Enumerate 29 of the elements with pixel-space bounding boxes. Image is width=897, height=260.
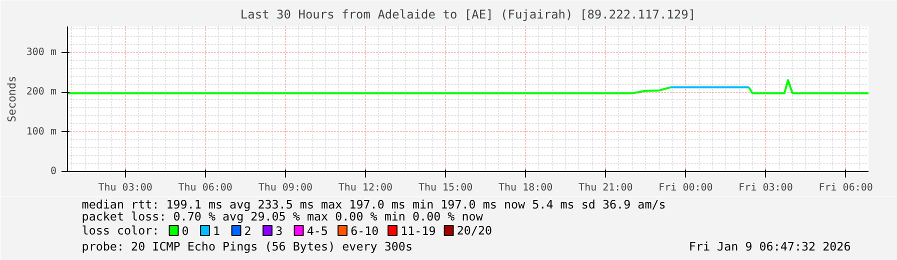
x-tick-label: Thu 21:00 [578, 182, 633, 194]
x-tick-label: Thu 18:00 [498, 182, 553, 194]
x-tick-label: Fri 06:00 [818, 182, 873, 194]
y-tick-label: 300 m [26, 46, 57, 58]
text: median rtt: 199.1 ms avg 233.5 ms max 197.0 ms min 197.0 ms now 5.4 ms sd 36.9 am/s [82, 198, 666, 212]
x-tick-label: Thu 15:00 [418, 182, 473, 194]
text: packet loss: 0.70 % avg 29.05 % max 0.00 % min 0.00 % now [82, 210, 484, 224]
legend-label: 2 [244, 224, 252, 238]
x-tick-label: Thu 12:00 [338, 182, 393, 194]
x-tick-label: Fri 00:00 [658, 182, 713, 194]
x-tick-label: Thu 03:00 [98, 182, 152, 194]
legend-label: 6-10 [350, 224, 379, 238]
legend-label: 11-19 [400, 224, 436, 238]
text: Fri Jan 9 06:47:32 2026 [688, 240, 851, 254]
chart-title: Last 30 Hours from Adelaide to [AE] (Fujairah) [89.222.117.129] [240, 8, 696, 22]
y-axis-title: Seconds [5, 76, 18, 122]
x-tick-label: Fri 03:00 [738, 182, 793, 194]
legend-label: 1 [213, 224, 220, 238]
legend-label: 20/20 [456, 224, 492, 238]
legend-label: 0 [182, 224, 189, 238]
y-tick-label: 200 m [26, 86, 57, 98]
x-tick-label: Thu 09:00 [258, 182, 313, 194]
legend-label: 3 [276, 224, 283, 238]
x-tick-label: Thu 06:00 [178, 182, 232, 194]
legend-title: loss color: [82, 224, 160, 238]
text: probe: 20 ICMP Echo Pings (56 Bytes) every 300s [82, 240, 413, 254]
legend-label: 4-5 [306, 224, 328, 238]
y-tick-label: 0 [50, 166, 57, 177]
y-tick-label: 100 m [26, 126, 57, 138]
